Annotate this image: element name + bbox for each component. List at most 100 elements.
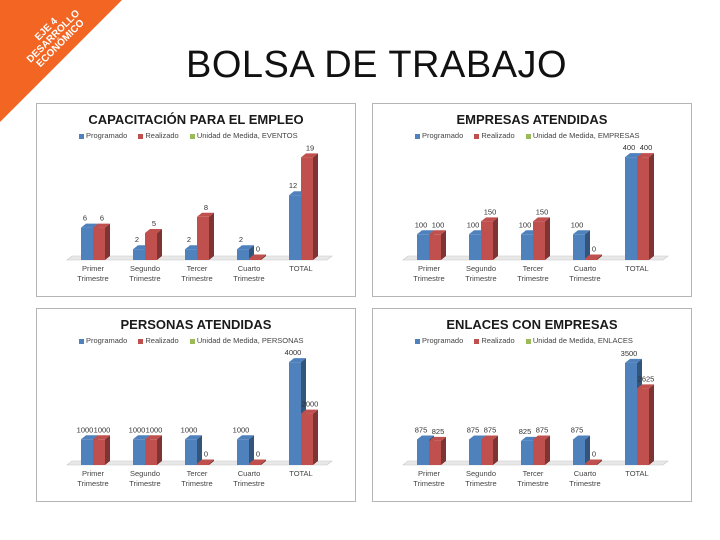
data-label: 0: [256, 245, 260, 254]
bar-face: [469, 439, 481, 465]
chart-legend: Programado Realizado Unidad de Medida, E…: [415, 336, 642, 345]
bar-face: [637, 157, 649, 260]
bar-top: [301, 409, 318, 414]
category-label: Tercer: [187, 264, 208, 273]
bar-face: [301, 413, 313, 465]
bar-top: [81, 223, 98, 228]
bar-side: [197, 435, 202, 465]
category-label: TOTAL: [625, 469, 648, 478]
category-label: Tercer: [523, 469, 544, 478]
bar-side: [441, 230, 446, 260]
bar-top: [585, 254, 602, 259]
chart-enlaces: ENLACES CON EMPRESAS Programado Realizad…: [372, 308, 692, 502]
bar-top: [585, 459, 602, 464]
bar-top: [533, 217, 550, 222]
bar-face: [81, 227, 93, 260]
data-label: 100: [415, 220, 428, 229]
bar-top: [237, 245, 254, 250]
chart-legend: Programado Realizado Unidad de Medida, E…: [79, 131, 307, 140]
bar-realizado: [533, 217, 550, 260]
bar-side: [209, 459, 214, 465]
bar-top: [573, 230, 590, 235]
category-label: Trimestre: [233, 274, 264, 283]
data-label: 150: [536, 207, 549, 216]
category-label: Trimestre: [569, 274, 600, 283]
bar-face: [145, 233, 157, 260]
category-label: Segundo: [466, 264, 496, 273]
bar-face: [481, 439, 493, 465]
bar-realizado: [93, 435, 110, 465]
bar-top: [93, 435, 110, 440]
bar-face: [197, 463, 209, 465]
bar-top: [81, 435, 98, 440]
bar-top: [417, 435, 434, 440]
bar-face: [533, 439, 545, 465]
legend-label: Unidad de Medida, ENLACES: [532, 336, 633, 345]
bar-top: [145, 435, 162, 440]
data-label: 1000: [77, 425, 94, 434]
legend-item-programado: Programado: [79, 336, 127, 345]
data-label: 100: [432, 220, 445, 229]
legend-label: Programado: [86, 131, 128, 140]
data-label: 825: [432, 427, 445, 436]
category-label: Segundo: [130, 469, 160, 478]
bar-face: [429, 440, 441, 465]
bar-side: [493, 217, 498, 260]
bar-face: [133, 249, 145, 260]
bar-face: [185, 439, 197, 465]
bar-face: [533, 221, 545, 260]
data-label: 100: [467, 220, 480, 229]
data-label: 2625: [638, 374, 655, 383]
data-label: 6: [83, 214, 87, 223]
bar-top: [289, 358, 306, 363]
bar-realizado: [481, 217, 498, 260]
data-label: 150: [484, 207, 497, 216]
bar-chart-plot: 100 100PrimerTrimestre100150SegundoTrimes…: [402, 143, 669, 283]
legend-item-programado: Programado: [415, 131, 463, 140]
data-label: 19: [306, 143, 314, 152]
data-label: 875: [571, 425, 584, 434]
bar-face: [185, 249, 197, 260]
bar-face: [237, 249, 249, 260]
data-label: 400: [623, 143, 636, 152]
bar-face: [301, 157, 313, 260]
category-label: Segundo: [466, 469, 496, 478]
data-label: 875: [484, 425, 497, 434]
category-label: TOTAL: [289, 469, 312, 478]
bar-side: [597, 254, 602, 260]
chart-empresas: EMPRESAS ATENDIDAS Programado Realizado …: [372, 103, 692, 297]
bar-top: [637, 384, 654, 389]
category-label: Trimestre: [233, 479, 264, 488]
bar-side: [313, 153, 318, 260]
data-label: 1000: [181, 425, 198, 434]
bar-face: [469, 234, 481, 260]
legend-label: Programado: [422, 336, 464, 345]
chart-title: PERSONAS ATENDIDAS: [120, 317, 272, 332]
legend-item-unidad: Unidad de Medida, PERSONAS: [189, 336, 304, 345]
category-label: Tercer: [187, 469, 208, 478]
data-label: 875: [415, 425, 428, 434]
data-label: 1000: [146, 425, 163, 434]
bar-side: [261, 254, 266, 260]
data-label: 100: [519, 220, 532, 229]
bar-face: [249, 258, 261, 260]
category-label: Trimestre: [517, 479, 548, 488]
data-label: 3500: [621, 349, 638, 358]
bar-top: [533, 435, 550, 440]
legend-label: Unidad de Medida, EMPRESAS: [532, 131, 640, 140]
bar-top: [417, 230, 434, 235]
bar-programado: [573, 435, 590, 465]
bar-realizado: [249, 254, 266, 260]
bar-top: [625, 358, 642, 363]
bar-realizado: [301, 409, 318, 465]
bar-side: [545, 435, 550, 465]
category-label: Cuarto: [574, 264, 597, 273]
bar-face: [573, 234, 585, 260]
bar-top: [637, 153, 654, 158]
bar-face: [585, 258, 597, 260]
legend-item-realizado: Realizado: [138, 131, 179, 140]
data-label: 400: [640, 143, 653, 152]
data-label: 1000: [129, 425, 146, 434]
bar-top: [197, 459, 214, 464]
